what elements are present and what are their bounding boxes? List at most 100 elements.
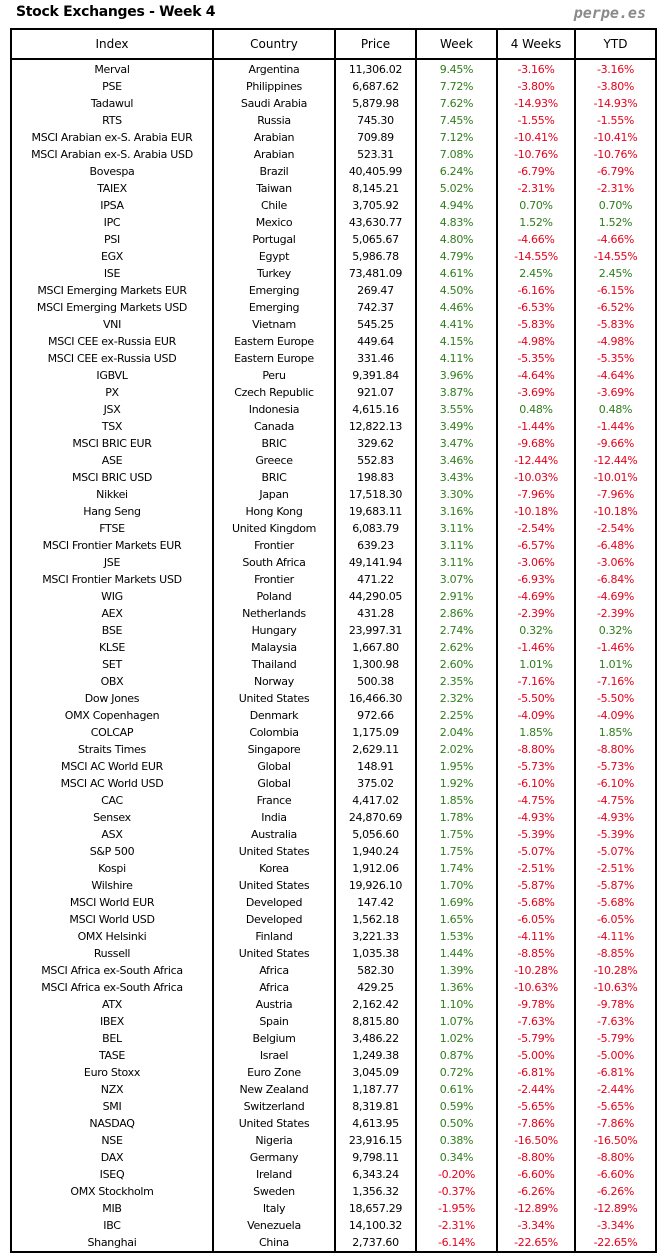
table-row: MSCI AC World USD Global 375.02 1.92% -6.10%… (10, 775, 657, 792)
cell-ytd: -5.79% (574, 1030, 657, 1047)
cell-price: 5,056.60 (334, 826, 417, 843)
cell-4-weeks: -2.39% (496, 605, 576, 622)
cell-country: China (212, 1234, 336, 1252)
table-row: IBEX Spain 8,815.80 1.07% -7.63% -7.63% (10, 1013, 657, 1030)
cell-week: 2.91% (415, 588, 498, 605)
cell-4-weeks: -3.16% (496, 59, 576, 78)
table-row: MSCI CEE ex-Russia USD Eastern Europe 331.… (10, 350, 657, 367)
stock-exchanges-table: Index Country Price Week 4 Weeks YTD Mer… (10, 28, 657, 1253)
cell-4-weeks: -5.79% (496, 1030, 576, 1047)
cell-4-weeks: 1.85% (496, 724, 576, 741)
cell-4-weeks: -10.18% (496, 503, 576, 520)
cell-index: MIB (10, 1200, 214, 1217)
cell-country: Norway (212, 673, 336, 690)
cell-country: Australia (212, 826, 336, 843)
cell-week: 7.12% (415, 129, 498, 146)
cell-4-weeks: -7.63% (496, 1013, 576, 1030)
column-header-week: Week (415, 28, 498, 60)
table-row: IPC Mexico 43,630.77 4.83% 1.52% 1.52% (10, 214, 657, 231)
table-row: TAIEX Taiwan 8,145.21 5.02% -2.31% -2.31% (10, 180, 657, 197)
cell-week: 2.02% (415, 741, 498, 758)
table-row: IGBVL Peru 9,391.84 3.96% -4.64% -4.64% (10, 367, 657, 384)
cell-country: Canada (212, 418, 336, 435)
cell-4-weeks: -6.57% (496, 537, 576, 554)
table-row: OBX Norway 500.38 2.35% -7.16% -7.16% (10, 673, 657, 690)
cell-ytd: -6.26% (574, 1183, 657, 1200)
cell-4-weeks: -3.06% (496, 554, 576, 571)
cell-country: United States (212, 843, 336, 860)
cell-4-weeks: 0.32% (496, 622, 576, 639)
cell-week: 1.07% (415, 1013, 498, 1030)
cell-price: 1,175.09 (334, 724, 417, 741)
table-row: ISE Turkey 73,481.09 4.61% 2.45% 2.45% (10, 265, 657, 282)
cell-4-weeks: -14.55% (496, 248, 576, 265)
cell-index: COLCAP (10, 724, 214, 741)
cell-ytd: -2.39% (574, 605, 657, 622)
cell-price: 6,083.79 (334, 520, 417, 537)
table-row: SMI Switzerland 8,319.81 0.59% -5.65% -5.65% (10, 1098, 657, 1115)
cell-price: 921.07 (334, 384, 417, 401)
cell-ytd: -6.10% (574, 775, 657, 792)
cell-week: 2.62% (415, 639, 498, 656)
table-row: MSCI Africa ex-South Africa Africa 429.25 1… (10, 979, 657, 996)
table-row: FTSE United Kingdom 6,083.79 3.11% -2.54% -2.… (10, 520, 657, 537)
cell-index: MSCI CEE ex-Russia USD (10, 350, 214, 367)
cell-index: MSCI BRIC EUR (10, 435, 214, 452)
cell-country: Portugal (212, 231, 336, 248)
cell-price: 4,417.02 (334, 792, 417, 809)
cell-ytd: -7.96% (574, 486, 657, 503)
cell-week: 2.04% (415, 724, 498, 741)
cell-4-weeks: -8.80% (496, 741, 576, 758)
cell-country: Turkey (212, 265, 336, 282)
cell-price: 43,630.77 (334, 214, 417, 231)
cell-ytd: -8.80% (574, 1149, 657, 1166)
cell-index: MSCI BRIC USD (10, 469, 214, 486)
cell-4-weeks: -3.69% (496, 384, 576, 401)
cell-index: MSCI Arabian ex-S. Arabia USD (10, 146, 214, 163)
cell-4-weeks: -10.63% (496, 979, 576, 996)
cell-ytd: -14.55% (574, 248, 657, 265)
cell-price: 198.83 (334, 469, 417, 486)
table-row: MSCI CEE ex-Russia EUR Eastern Europe 449.… (10, 333, 657, 350)
cell-index: KLSE (10, 639, 214, 656)
cell-country: BRIC (212, 435, 336, 452)
cell-index: SMI (10, 1098, 214, 1115)
cell-index: MSCI Arabian ex-S. Arabia EUR (10, 129, 214, 146)
cell-ytd: -5.39% (574, 826, 657, 843)
table-row: MSCI Arabian ex-S. Arabia USD Arabian 523.… (10, 146, 657, 163)
cell-week: -2.31% (415, 1217, 498, 1234)
cell-week: 3.49% (415, 418, 498, 435)
cell-index: BSE (10, 622, 214, 639)
cell-4-weeks: -2.51% (496, 860, 576, 877)
cell-4-weeks: -5.07% (496, 843, 576, 860)
cell-country: Hong Kong (212, 503, 336, 520)
cell-week: 0.50% (415, 1115, 498, 1132)
cell-price: 8,319.81 (334, 1098, 417, 1115)
cell-ytd: 1.52% (574, 214, 657, 231)
cell-week: 3.07% (415, 571, 498, 588)
cell-week: 4.79% (415, 248, 498, 265)
cell-ytd: -6.52% (574, 299, 657, 316)
table-row: MSCI Emerging Markets EUR Emerging 269.47 4… (10, 282, 657, 299)
cell-4-weeks: -12.44% (496, 452, 576, 469)
cell-country: Hungary (212, 622, 336, 639)
column-header-country: Country (212, 28, 336, 60)
cell-price: 552.83 (334, 452, 417, 469)
cell-week: 0.72% (415, 1064, 498, 1081)
cell-week: 1.02% (415, 1030, 498, 1047)
cell-week: 5.02% (415, 180, 498, 197)
cell-week: 3.87% (415, 384, 498, 401)
column-header-index: Index (10, 28, 214, 60)
cell-index: Nikkei (10, 486, 214, 503)
cell-price: 3,045.09 (334, 1064, 417, 1081)
cell-index: Merval (10, 59, 214, 78)
cell-price: 709.89 (334, 129, 417, 146)
cell-4-weeks: -3.80% (496, 78, 576, 95)
cell-price: 269.47 (334, 282, 417, 299)
cell-index: TASE (10, 1047, 214, 1064)
cell-ytd: -4.09% (574, 707, 657, 724)
table-row: MSCI BRIC USD BRIC 198.83 3.43% -10.03% -10.0… (10, 469, 657, 486)
cell-ytd: -10.76% (574, 146, 657, 163)
cell-price: 9,391.84 (334, 367, 417, 384)
table-row: ISEQ Ireland 6,343.24 -0.20% -6.60% -6.60% (10, 1166, 657, 1183)
